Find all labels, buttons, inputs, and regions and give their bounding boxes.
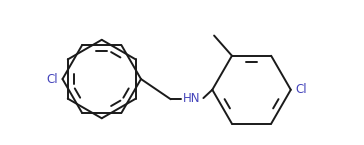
Text: HN: HN <box>183 91 201 105</box>
Text: Cl: Cl <box>296 83 307 96</box>
Text: Cl: Cl <box>46 72 58 86</box>
